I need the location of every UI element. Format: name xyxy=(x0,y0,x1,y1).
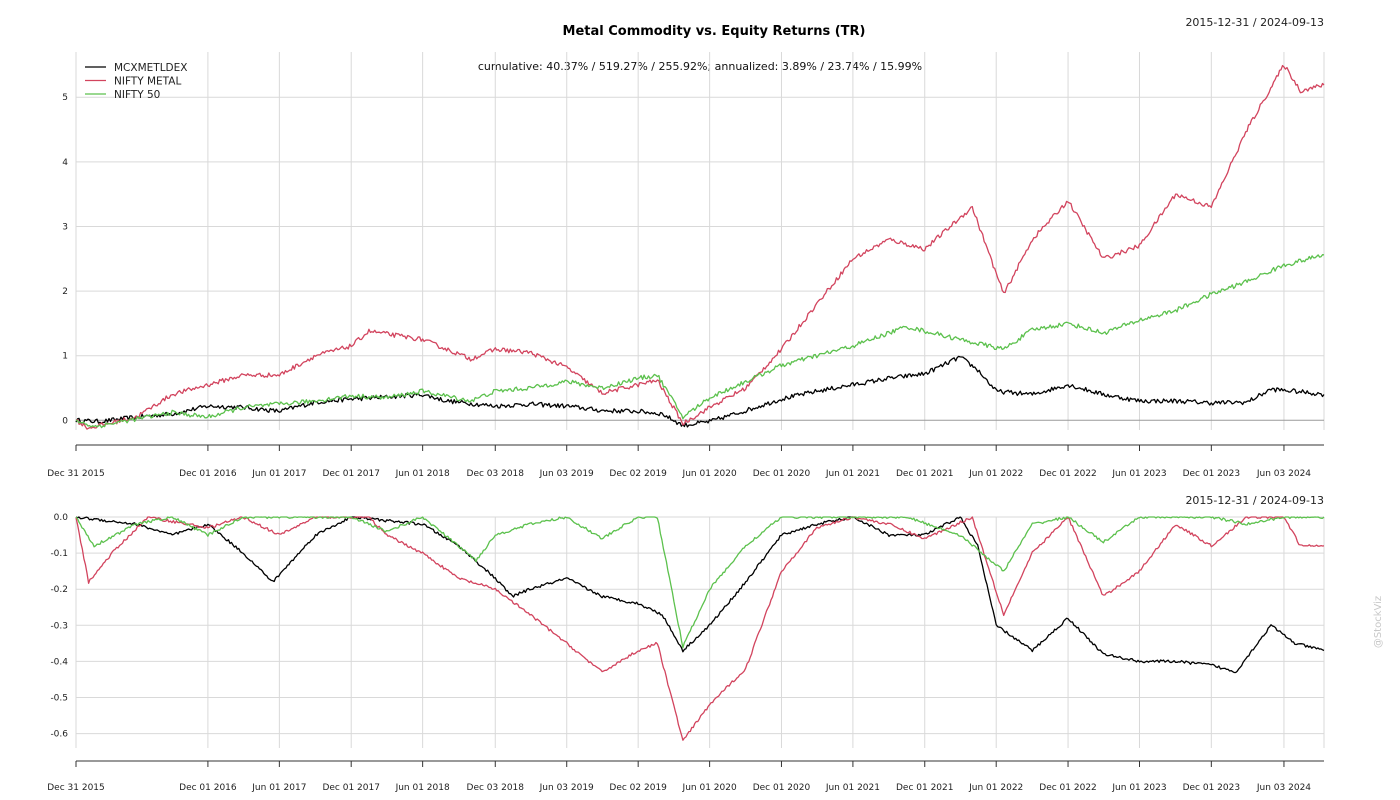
chart-title: Metal Commodity vs. Equity Returns (TR) xyxy=(563,24,866,39)
bottom-date-range: 2015-12-31 / 2024-09-13 xyxy=(1185,494,1324,507)
top-x-tick-label: Dec 02 2019 xyxy=(609,469,667,479)
top-y-tick-label: 4 xyxy=(62,158,68,168)
bottom-y-tick-label: -0.4 xyxy=(50,657,68,667)
bottom-x-tick-label: Jun 01 2022 xyxy=(968,783,1023,793)
bottom-x-tick-label: Jun 03 2024 xyxy=(1256,783,1311,793)
top-series-line-nifty-metal xyxy=(75,64,1325,430)
top-series-line-nifty-50 xyxy=(75,254,1325,429)
bottom-x-tick-label: Jun 01 2023 xyxy=(1111,783,1166,793)
drawdown-panel: Dec 31 2015 Dec 01 2016 Jun 01 2017 Dec 01 … xyxy=(47,513,1325,793)
top-x-tick-label: Jun 01 2021 xyxy=(825,469,880,479)
bottom-y-tick-label: 0.0 xyxy=(54,513,69,523)
bottom-y-tick-label: -0.1 xyxy=(50,549,68,559)
top-series-line-mcxmetldex xyxy=(75,355,1325,428)
top-x-tick-label: Dec 01 2020 xyxy=(753,469,811,479)
legend-label: NIFTY METAL xyxy=(114,76,181,88)
bottom-x-tick-label: Jun 01 2018 xyxy=(395,783,450,793)
top-y-tick-label: 5 xyxy=(62,93,68,103)
bottom-x-tick-label: Dec 02 2019 xyxy=(609,783,667,793)
bottom-x-tick-label: Jun 01 2017 xyxy=(251,783,306,793)
bottom-y-tick-label: -0.6 xyxy=(50,730,68,740)
bottom-x-tick-label: Jun 03 2019 xyxy=(539,783,594,793)
bottom-x-tick-label: Dec 01 2022 xyxy=(1039,783,1097,793)
top-x-tick-label: Dec 01 2016 xyxy=(179,469,237,479)
bottom-series-line-nifty-metal xyxy=(75,516,1325,741)
bottom-x-tick-label: Dec 01 2016 xyxy=(179,783,237,793)
bottom-x-tick-label: Dec 03 2018 xyxy=(467,783,525,793)
top-x-tick-label: Dec 01 2023 xyxy=(1183,469,1241,479)
bottom-y-tick-label: -0.2 xyxy=(50,585,68,595)
bottom-series-line-nifty-50 xyxy=(75,516,1325,649)
top-y-tick-label: 1 xyxy=(62,352,68,362)
top-x-tick-label: Dec 03 2018 xyxy=(467,469,525,479)
bottom-x-tick-label: Dec 01 2023 xyxy=(1183,783,1241,793)
top-x-tick-label: Jun 01 2022 xyxy=(968,469,1023,479)
top-x-tick-label: Jun 01 2017 xyxy=(251,469,306,479)
bottom-y-tick-label: -0.3 xyxy=(50,621,68,631)
legend-label: NIFTY 50 xyxy=(114,89,160,101)
bottom-x-tick-label: Jun 01 2020 xyxy=(682,783,737,793)
top-x-tick-label: Dec 01 2017 xyxy=(322,469,380,479)
top-y-tick-label: 3 xyxy=(62,222,68,232)
bottom-x-tick-label: Jun 01 2021 xyxy=(825,783,880,793)
bottom-x-tick-label: Dec 01 2020 xyxy=(753,783,811,793)
bottom-x-tick-label: Dec 01 2017 xyxy=(322,783,380,793)
bottom-x-tick-label: Dec 31 2015 xyxy=(47,783,105,793)
top-x-tick-label: Dec 01 2022 xyxy=(1039,469,1097,479)
bottom-x-tick-label: Dec 01 2021 xyxy=(896,783,954,793)
legend-label: MCXMETLDEX xyxy=(114,62,187,74)
cumulative-returns-panel: Dec 31 2015 Dec 01 2016 Jun 01 2017 Dec 01 … xyxy=(47,52,1325,479)
top-x-tick-label: Jun 01 2023 xyxy=(1111,469,1166,479)
bottom-series-line-mcxmetldex xyxy=(75,516,1325,674)
returns-annotation: cumulative: 40.37% / 519.27% / 255.92%; … xyxy=(478,60,922,73)
top-x-tick-label: Dec 01 2021 xyxy=(896,469,954,479)
top-x-tick-label: Dec 31 2015 xyxy=(47,469,105,479)
top-date-range: 2015-12-31 / 2024-09-13 xyxy=(1185,16,1324,29)
top-y-tick-label: 0 xyxy=(62,416,68,426)
top-x-tick-label: Jun 01 2020 xyxy=(682,469,737,479)
top-x-tick-label: Jun 01 2018 xyxy=(395,469,450,479)
top-y-tick-label: 2 xyxy=(62,287,68,297)
watermark: @StockViz xyxy=(1373,596,1384,648)
top-x-tick-label: Jun 03 2024 xyxy=(1256,469,1311,479)
bottom-y-tick-label: -0.5 xyxy=(50,693,68,703)
top-x-tick-label: Jun 03 2019 xyxy=(539,469,594,479)
